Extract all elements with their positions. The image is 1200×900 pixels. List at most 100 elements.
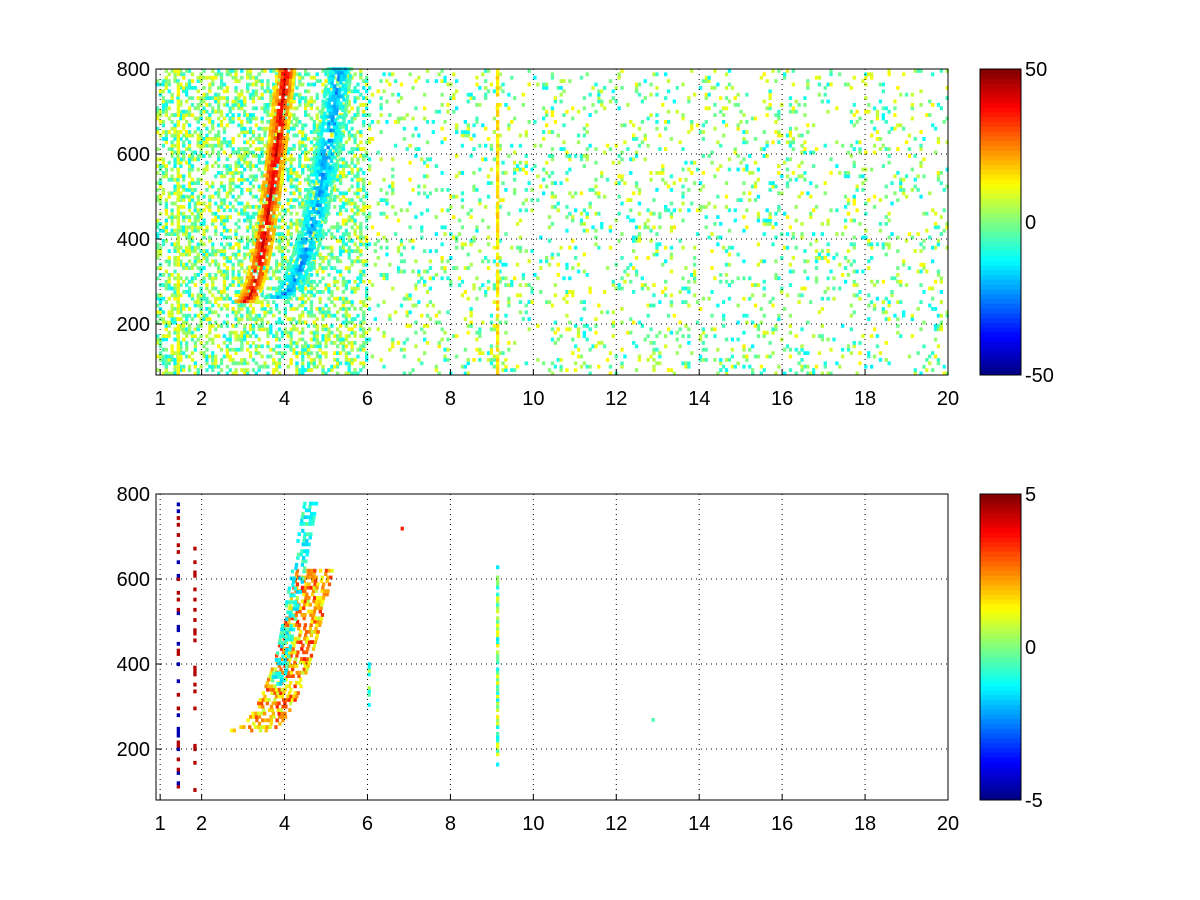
- heatmap-cell: [640, 276, 644, 281]
- heatmap-cell: [179, 99, 183, 104]
- heatmap-cell: [248, 181, 253, 185]
- heatmap-cell: [423, 249, 427, 253]
- heatmap-cell: [727, 228, 732, 233]
- heatmap-cell: [855, 120, 859, 124]
- heatmap-cell: [356, 205, 360, 209]
- heatmap-cell: [751, 283, 755, 287]
- heatmap-cell: [161, 137, 166, 141]
- heatmap-cell: [231, 171, 235, 175]
- heatmap-cell: [504, 330, 508, 335]
- heatmap-cell: [547, 300, 552, 304]
- heatmap-cell: [347, 266, 351, 270]
- heatmap-cell: [507, 106, 511, 111]
- heatmap-cell: [739, 198, 743, 202]
- heatmap-cell: [237, 106, 241, 111]
- heatmap-cell: [367, 123, 372, 128]
- heatmap-cell: [896, 317, 900, 321]
- heatmap-cell: [260, 86, 264, 90]
- heatmap-cell: [246, 205, 250, 209]
- heatmap-cell: [669, 245, 674, 250]
- heatmap-cell: [179, 211, 183, 216]
- heatmap-cell: [423, 184, 427, 189]
- heatmap-cell: [338, 245, 343, 250]
- heatmap-cell: [298, 79, 302, 83]
- heatmap-cell: [719, 96, 723, 100]
- heatmap-cell: [359, 188, 363, 192]
- heatmap-cell: [246, 330, 250, 335]
- heatmap-cell: [254, 177, 258, 182]
- heatmap-cell: [669, 211, 674, 216]
- heatmap-cell: [658, 330, 662, 335]
- heatmap-cell: [829, 371, 833, 376]
- heatmap-cell: [611, 334, 615, 338]
- heatmap-cell: [649, 341, 653, 345]
- heatmap-cell: [539, 184, 543, 189]
- heatmap-cell: [196, 75, 200, 80]
- heatmap-cell: [260, 137, 264, 141]
- heatmap-cell: [211, 150, 215, 155]
- heatmap-cell: [391, 286, 395, 291]
- heatmap-cell: [222, 334, 227, 338]
- heatmap-cell: [196, 303, 200, 308]
- heatmap-cell: [704, 205, 708, 209]
- heatmap-cell: [211, 164, 215, 168]
- heatmap-cell: [254, 154, 258, 158]
- heatmap-cell: [829, 208, 833, 213]
- heatmap-cell: [315, 354, 319, 359]
- heatmap-cell: [231, 69, 235, 73]
- heatmap-cell: [547, 130, 552, 134]
- heatmap-cell: [190, 330, 195, 335]
- heatmap-cell: [248, 137, 253, 141]
- heatmap-cell: [722, 113, 726, 117]
- heatmap-cell: [219, 218, 224, 223]
- heatmap-cell: [301, 313, 305, 318]
- heatmap-cell: [440, 327, 444, 332]
- heatmap-cell: [237, 177, 241, 182]
- heatmap-cell: [684, 364, 688, 369]
- heatmap-cell: [626, 273, 630, 277]
- heatmap-cell: [684, 361, 688, 366]
- heatmap-cell: [240, 283, 244, 287]
- heatmap-cell: [336, 310, 340, 315]
- heatmap-cell: [634, 344, 639, 349]
- heatmap-cell: [513, 188, 517, 192]
- heatmap-cell: [211, 361, 215, 366]
- heatmap-cell: [353, 96, 357, 100]
- heatmap-cell: [173, 371, 177, 376]
- heatmap-cell: [312, 286, 316, 291]
- heatmap-cell: [202, 123, 206, 128]
- heatmap-cell: [341, 143, 346, 148]
- heatmap-cell: [472, 133, 476, 138]
- heatmap-cell: [664, 96, 668, 100]
- heatmap-cell: [376, 120, 380, 124]
- heatmap-cell: [858, 361, 862, 366]
- heatmap-cell: [190, 245, 195, 250]
- heatmap-cell: [243, 368, 247, 372]
- heatmap-cell: [800, 160, 804, 165]
- heatmap-cell: [251, 358, 256, 362]
- heatmap-cell: [693, 276, 697, 281]
- heatmap-cell: [312, 279, 316, 284]
- heatmap-cell: [263, 307, 267, 311]
- heatmap-cell: [182, 337, 186, 342]
- heatmap-cell: [736, 92, 740, 97]
- heatmap-cell: [176, 177, 180, 182]
- heatmap-cell: [452, 334, 456, 338]
- heatmap-cell: [199, 143, 203, 148]
- heatmap-cell: [161, 283, 166, 287]
- heatmap-cell: [899, 283, 903, 287]
- heatmap-cell: [254, 92, 258, 97]
- heatmap-cell: [762, 259, 766, 264]
- heatmap-cell: [385, 239, 389, 243]
- heatmap-cell: [881, 242, 885, 247]
- heatmap-cell: [489, 82, 494, 87]
- heatmap-cell: [582, 154, 586, 158]
- heatmap-cell: [370, 137, 375, 141]
- heatmap-cell: [222, 130, 227, 134]
- heatmap-cell: [893, 191, 897, 196]
- heatmap-cell: [646, 334, 650, 338]
- heatmap-cell: [246, 160, 250, 165]
- heatmap-cell: [742, 215, 746, 219]
- heatmap-cell: [356, 109, 360, 114]
- heatmap-cell: [205, 307, 209, 311]
